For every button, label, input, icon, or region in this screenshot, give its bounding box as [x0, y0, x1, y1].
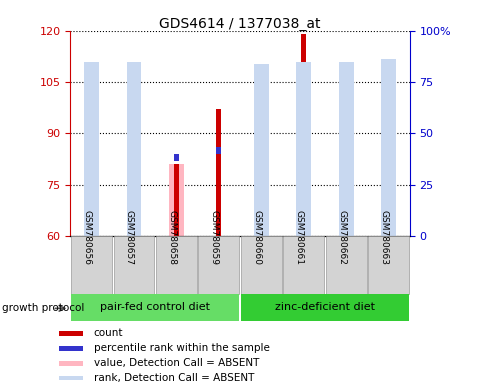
Bar — [253, 64, 268, 236]
Text: GSM780662: GSM780662 — [336, 210, 346, 265]
Bar — [367, 236, 408, 294]
Text: GSM780658: GSM780658 — [167, 210, 176, 265]
Text: percentile rank within the sample: percentile rank within the sample — [93, 343, 269, 353]
Bar — [301, 34, 305, 236]
Bar — [71, 236, 112, 294]
Bar — [338, 61, 353, 236]
Bar — [258, 82, 263, 236]
Bar — [325, 236, 366, 294]
Bar — [380, 60, 395, 236]
Bar — [343, 79, 348, 236]
Bar — [113, 236, 154, 294]
Text: GSM780656: GSM780656 — [82, 210, 91, 265]
Text: zinc-deficient diet: zinc-deficient diet — [274, 302, 374, 312]
Text: pair-fed control diet: pair-fed control diet — [100, 302, 210, 312]
Bar — [241, 294, 408, 321]
Bar — [126, 61, 141, 236]
Bar — [84, 157, 99, 236]
Text: GSM780660: GSM780660 — [252, 210, 261, 265]
Text: GDS4614 / 1377038_at: GDS4614 / 1377038_at — [159, 17, 320, 31]
Bar — [168, 164, 183, 236]
Bar — [258, 151, 263, 157]
Bar — [296, 61, 311, 236]
Bar — [343, 147, 348, 154]
Bar — [283, 236, 323, 294]
Bar — [84, 61, 99, 236]
Bar — [241, 236, 281, 294]
Text: rank, Detection Call = ABSENT: rank, Detection Call = ABSENT — [93, 373, 254, 383]
Bar — [60, 361, 83, 366]
Bar — [301, 144, 305, 151]
Bar — [198, 236, 239, 294]
Text: GSM780657: GSM780657 — [125, 210, 134, 265]
Bar — [71, 294, 239, 321]
Bar — [126, 130, 141, 236]
Text: GSM780659: GSM780659 — [210, 210, 218, 265]
Bar — [380, 106, 395, 236]
Text: GSM780661: GSM780661 — [294, 210, 303, 265]
Bar — [60, 376, 83, 381]
Text: growth protocol: growth protocol — [2, 303, 85, 313]
Text: GSM780663: GSM780663 — [379, 210, 388, 265]
Bar — [216, 147, 221, 154]
Bar — [173, 164, 179, 236]
Bar — [173, 154, 179, 161]
Bar — [156, 236, 197, 294]
Bar — [60, 331, 83, 336]
Bar — [385, 144, 390, 151]
Bar — [216, 109, 221, 236]
Text: value, Detection Call = ABSENT: value, Detection Call = ABSENT — [93, 358, 258, 368]
Text: count: count — [93, 328, 123, 338]
Bar — [60, 346, 83, 351]
